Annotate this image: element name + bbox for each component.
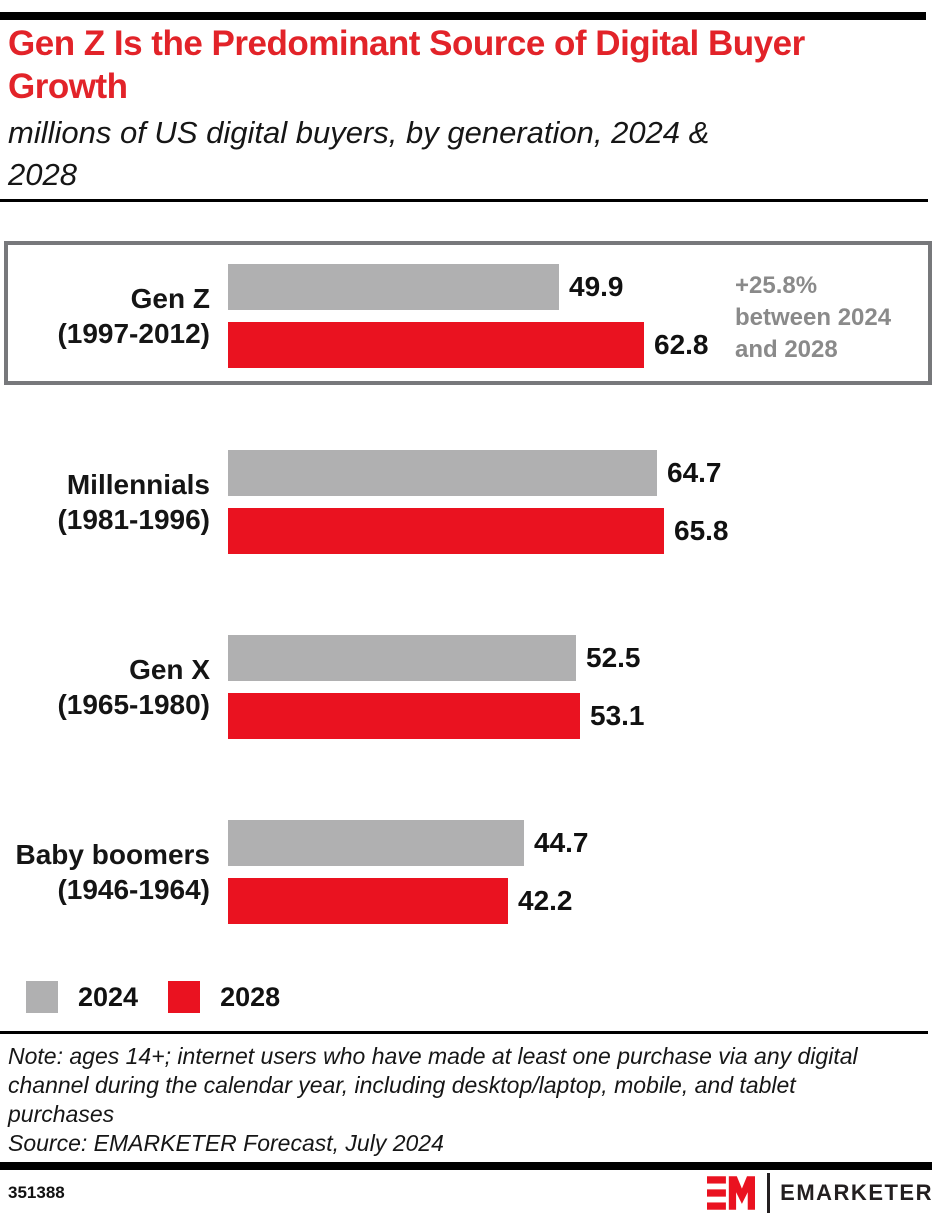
category-label-babyboomers: Baby boomers (1946-1964) xyxy=(0,837,211,907)
chart-group-genz: Gen Z (1997-2012) 49.9 62.8 xyxy=(0,264,938,368)
bar-2028-genz xyxy=(228,322,644,368)
genz-growth-annotation: +25.8% between 2024 and 2028 xyxy=(735,270,891,366)
chart-group-genx: Gen X (1965-1980) 52.5 53.1 xyxy=(0,635,938,739)
header-divider xyxy=(0,199,928,202)
bar-2024-millennials xyxy=(228,450,657,496)
footnote: Note: ages 14+; internet users who have … xyxy=(8,1042,933,1158)
logo-divider xyxy=(767,1173,771,1213)
annotation-line1: +25.8% xyxy=(735,272,818,299)
bar-2028-babyboomers xyxy=(228,878,508,924)
bar-value-2028-genz: 62.8 xyxy=(654,329,709,360)
logo-wordmark: EMARKETER xyxy=(780,1180,933,1205)
bar-value-2024-genx: 52.5 xyxy=(586,642,641,673)
bar-value-2028-babyboomers: 42.2 xyxy=(518,885,573,916)
emarketer-logo: EMARKETER xyxy=(707,1172,933,1214)
chart-title: Gen Z Is the Predominant Source of Digit… xyxy=(8,22,933,108)
bar-value-2024-millennials: 64.7 xyxy=(667,457,722,488)
footnote-line2: channel during the calendar year, includ… xyxy=(8,1072,796,1098)
bar-value-2024-genz: 49.9 xyxy=(569,271,624,302)
legend-swatch-2024 xyxy=(26,981,58,1013)
bar-2028-genx xyxy=(228,693,580,739)
chart-subtitle: millions of US digital buyers, by genera… xyxy=(8,112,933,196)
bar-2028-millennials xyxy=(228,508,664,554)
category-name: Millennials xyxy=(66,469,210,500)
category-name: Baby boomers xyxy=(15,839,211,870)
chart-subtitle-line2: 2028 xyxy=(8,157,77,192)
bar-2024-genx xyxy=(228,635,576,681)
footer-accent-bar xyxy=(0,1162,932,1170)
source-line: Source: EMARKETER Forecast, July 2024 xyxy=(8,1130,444,1156)
category-years: (1997-2012) xyxy=(57,318,210,349)
category-name: Gen X xyxy=(129,654,210,685)
bar-value-2028-genx: 53.1 xyxy=(590,700,645,731)
legend: 2024 2028 xyxy=(26,981,310,1013)
bar-value-2028-millennials: 65.8 xyxy=(674,515,729,546)
category-years: (1946-1964) xyxy=(57,874,210,905)
annotation-line3: and 2028 xyxy=(735,336,838,363)
genz-highlight-box xyxy=(4,241,932,385)
chart-title-line2: Growth xyxy=(8,67,128,106)
emarketer-em-mark-icon xyxy=(707,1176,756,1210)
note-divider xyxy=(0,1031,928,1034)
annotation-line2: between 2024 xyxy=(735,304,892,331)
category-years: (1965-1980) xyxy=(57,689,210,720)
footnote-line1: Note: ages 14+; internet users who have … xyxy=(8,1043,858,1069)
bar-2024-babyboomers xyxy=(228,820,524,866)
top-accent-bar xyxy=(0,12,926,20)
footnote-line3: purchases xyxy=(8,1101,115,1127)
bar-value-2024-babyboomers: 44.7 xyxy=(534,827,589,858)
chart-subtitle-line1: millions of US digital buyers, by genera… xyxy=(8,115,710,150)
legend-label-2028: 2028 xyxy=(220,981,281,1012)
category-label-genx: Gen X (1965-1980) xyxy=(0,652,210,722)
legend-item-2024: 2024 xyxy=(26,981,138,1013)
category-name: Gen Z xyxy=(130,283,210,314)
category-label-genz: Gen Z (1997-2012) xyxy=(0,281,210,351)
chart-id: 351388 xyxy=(8,1183,65,1202)
chart-group-millennials: Millennials (1981-1996) 64.7 65.8 xyxy=(0,450,938,554)
chart-title-line1: Gen Z Is the Predominant Source of Digit… xyxy=(8,24,805,63)
legend-label-2024: 2024 xyxy=(78,981,139,1012)
chart-group-babyboomers: Baby boomers (1946-1964) 44.7 42.2 xyxy=(0,820,938,924)
legend-item-2028: 2028 xyxy=(168,981,280,1013)
bar-2024-genz xyxy=(228,264,559,310)
legend-swatch-2028 xyxy=(168,981,201,1013)
category-years: (1981-1996) xyxy=(57,504,210,535)
category-label-millennials: Millennials (1981-1996) xyxy=(0,467,210,537)
